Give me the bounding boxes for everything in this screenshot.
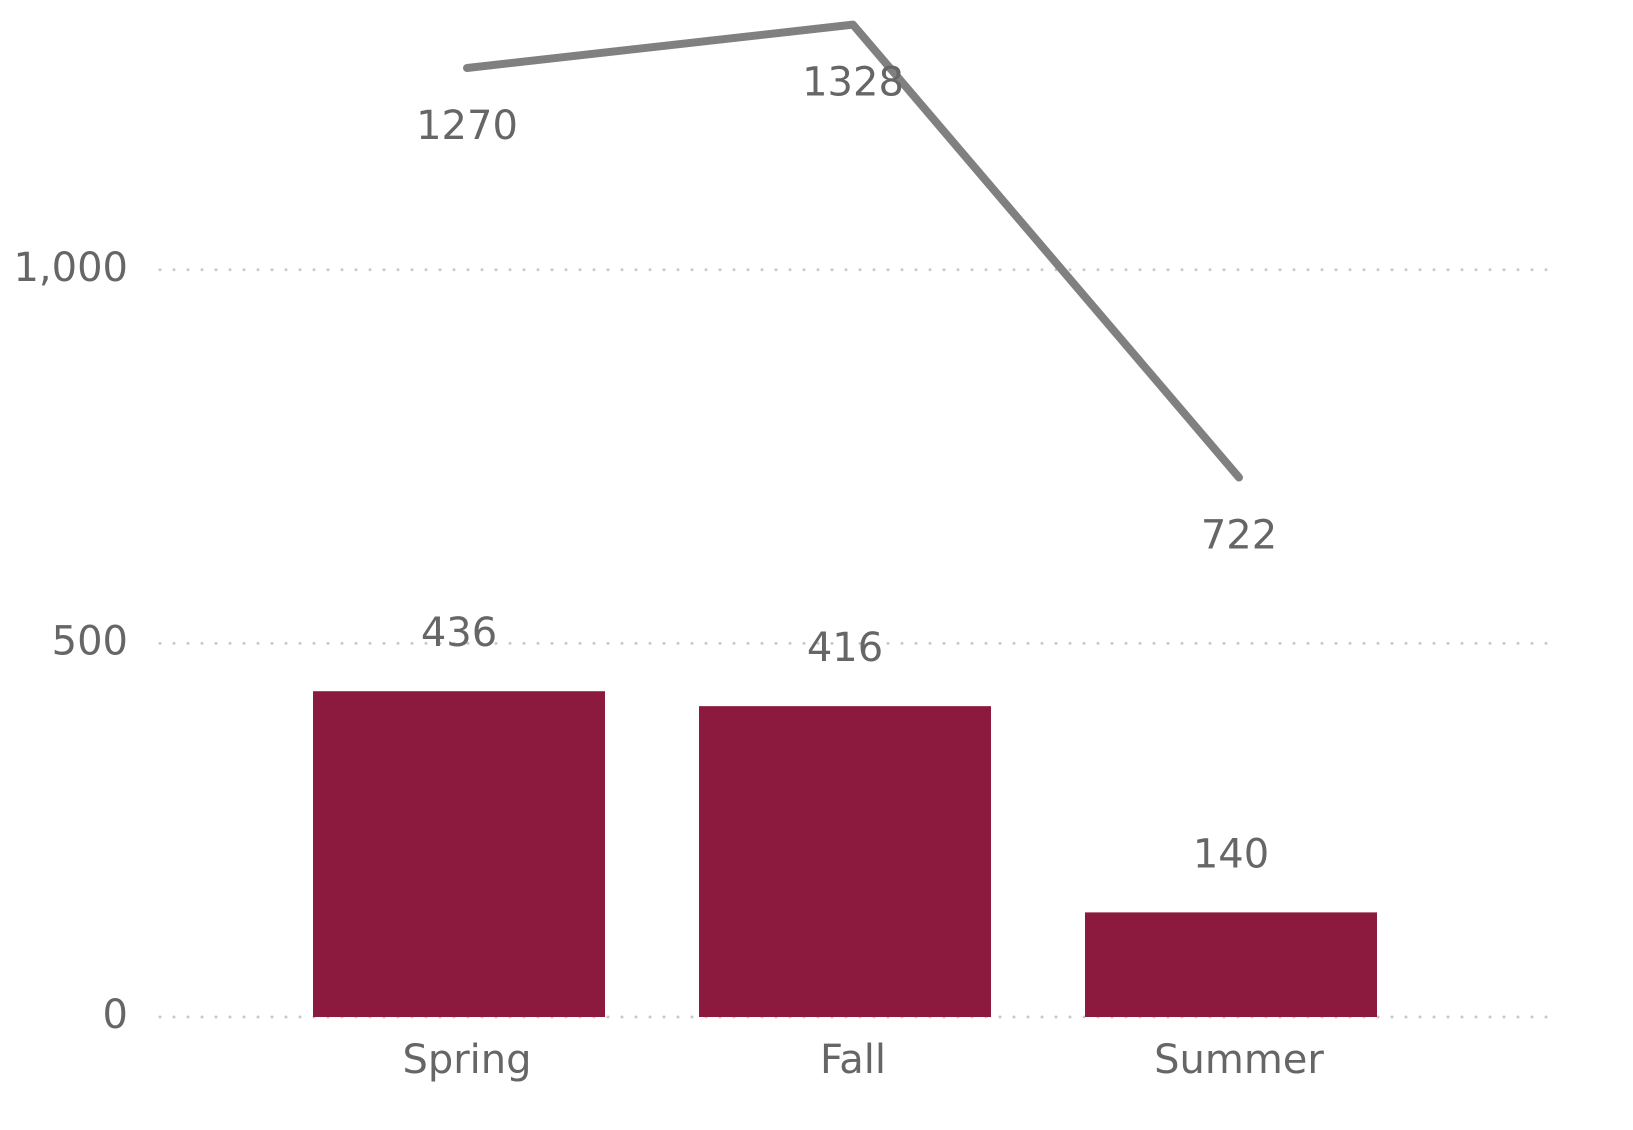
x-tick-label: Fall bbox=[820, 1037, 886, 1083]
line-value-label: 722 bbox=[1201, 512, 1277, 558]
y-tick-label: 500 bbox=[52, 618, 128, 664]
y-tick-label: 1,000 bbox=[13, 245, 128, 291]
bar-value-label: 436 bbox=[421, 610, 497, 656]
bar-value-label: 140 bbox=[1193, 831, 1269, 877]
line-value-label: 1270 bbox=[416, 103, 518, 149]
bar bbox=[699, 706, 991, 1017]
line-value-label: 1328 bbox=[802, 60, 904, 106]
x-tick-label: Spring bbox=[402, 1037, 531, 1083]
y-tick-label: 0 bbox=[103, 992, 128, 1038]
line bbox=[463, 20, 1243, 482]
bar bbox=[1085, 912, 1377, 1017]
bar bbox=[313, 691, 605, 1017]
x-tick-label: Summer bbox=[1154, 1037, 1324, 1083]
bar-value-label: 416 bbox=[807, 625, 883, 671]
